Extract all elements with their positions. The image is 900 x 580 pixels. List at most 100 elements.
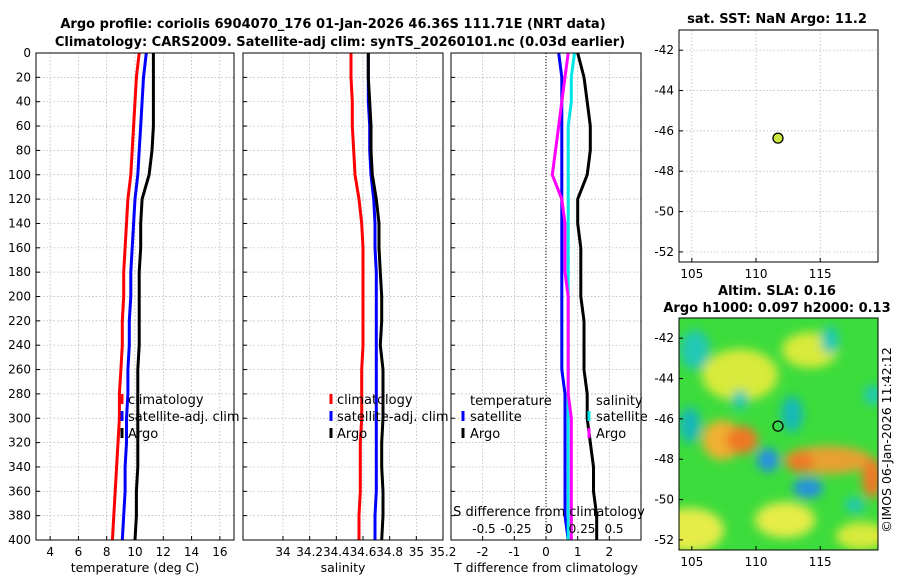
x2-tick-label: 0.5 — [604, 522, 623, 536]
series-line-argo — [133, 53, 155, 541]
x-tick-label: 4 — [46, 545, 54, 559]
x-axis-label: temperature (deg C) — [71, 560, 200, 575]
x-tick-label: 34 — [275, 545, 290, 559]
axes-frame — [678, 29, 879, 263]
x-tick-label: 10 — [127, 545, 142, 559]
y-tick-label: 180 — [8, 265, 31, 279]
y-tick-label: -48 — [654, 164, 674, 178]
sst-map-title: sat. SST: NaN Argo: 11.2 — [687, 12, 867, 27]
x2-axis-label: S difference from climatology — [453, 505, 645, 520]
x-tick-label: 35 — [409, 545, 424, 559]
y-tick-label: -44 — [654, 372, 674, 386]
x-tick-label: 105 — [680, 267, 703, 281]
y-tick-label: -42 — [654, 43, 674, 57]
x2-tick-label: 0 — [545, 522, 553, 536]
y-tick-label: 60 — [16, 119, 31, 133]
argo-position-marker — [772, 132, 784, 144]
legend-label: climatology — [128, 393, 204, 408]
y-tick-label: -50 — [654, 205, 674, 219]
series-line-argo — [366, 53, 385, 541]
sla-map-panel: 105 110 115 -42 -44 -46 -48 -50 -52 — [654, 317, 879, 569]
axes-frame — [242, 52, 444, 541]
x-axis-label: T difference from climatology — [453, 560, 639, 575]
sst-map-panel: 105 110 115 -42 -44 -46 -48 -50 -52 — [654, 29, 879, 281]
y-tick-label: -52 — [654, 245, 674, 259]
y-tick-label: -42 — [654, 331, 674, 345]
y-tick-label: 100 — [8, 168, 31, 182]
x-tick-label: 14 — [184, 545, 199, 559]
legend-label: climatology — [337, 393, 413, 408]
x-tick-label: 8 — [103, 545, 111, 559]
y-tick-label: 240 — [8, 338, 31, 352]
y-tick-label: 220 — [8, 314, 31, 328]
y-tick-label: 200 — [8, 290, 31, 304]
y-tick-label: 360 — [8, 484, 31, 498]
y-tick-label: -48 — [654, 452, 674, 466]
salinity-panel: 34 34.2 34.4 34.6 34.8 35 35.2 salinity climatol… — [242, 52, 457, 575]
legend-label: satellite-adj. clim — [128, 410, 240, 425]
x-tick-label: -2 — [477, 545, 489, 559]
x2-tick-label: 0.25 — [569, 522, 596, 536]
y-tick-label: 20 — [16, 70, 31, 84]
series-line-satellite-adj-clim — [120, 52, 148, 541]
y-tick-label: -44 — [654, 84, 674, 98]
series-line-argo-salinity- — [550, 52, 573, 540]
y-tick-label: 300 — [8, 411, 31, 425]
x-tick-label: 110 — [745, 267, 768, 281]
legend-label: Argo — [470, 427, 500, 442]
legend-title-temperature: temperature — [470, 394, 552, 409]
series-line-satellite-temperature- — [557, 52, 570, 541]
sla-map-title-line2: Argo h1000: 0.097 h2000: 0.13 — [663, 301, 890, 316]
difference-panel: -2 -1 0 1 2T difference from climatology temp… — [450, 52, 648, 575]
y-tick-label: 380 — [8, 509, 31, 523]
x-tick-label: 6 — [75, 545, 83, 559]
imos-credit: ©IMOS 06-Jan-2026 11:42:12 — [879, 347, 894, 533]
x-tick-label: 34.2 — [296, 545, 323, 559]
y-tick-label: 260 — [8, 363, 31, 377]
legend-label: Argo — [128, 427, 158, 442]
x2-tick-label: -0.25 — [500, 522, 531, 536]
series-line-argo-temperature- — [576, 52, 599, 540]
x-tick-label: 1 — [574, 545, 582, 559]
series-line-climatology — [110, 52, 141, 541]
x-tick-label: -1 — [508, 545, 520, 559]
y-tick-label: 80 — [16, 143, 31, 157]
figure-title-line1: Argo profile: coriolis 6904070_176 01-Ja… — [60, 17, 605, 32]
y-tick-label: 0 — [23, 46, 31, 60]
y-tick-label: 40 — [16, 95, 31, 109]
x-tick-label: 115 — [809, 267, 832, 281]
y-tick-label: -52 — [654, 533, 674, 547]
y-tick-label: -46 — [654, 124, 674, 138]
sla-heatmap — [679, 318, 878, 550]
y-tick-label: 160 — [8, 241, 31, 255]
x-tick-label: 115 — [809, 555, 832, 569]
y-tick-label: -50 — [654, 493, 674, 507]
legend-title-salinity: salinity — [596, 394, 643, 409]
x-tick-label: 35.2 — [430, 545, 457, 559]
x-tick-label: 105 — [680, 555, 703, 569]
x-tick-label: 34.8 — [376, 545, 403, 559]
x-tick-label: 34.4 — [323, 545, 350, 559]
y-tick-label: 340 — [8, 460, 31, 474]
x-tick-label: 110 — [745, 555, 768, 569]
legend-label: satellite-adj. clim — [337, 410, 449, 425]
sla-map-title-line1: Altim. SLA: 0.16 — [718, 284, 836, 299]
x-tick-label: 34.6 — [350, 545, 377, 559]
legend-label: Argo — [337, 427, 367, 442]
y-tick-label: 320 — [8, 436, 31, 450]
x-tick-label: 0 — [542, 545, 550, 559]
x-tick-label: 16 — [212, 545, 227, 559]
axes-frame — [678, 317, 879, 551]
x-tick-label: 12 — [156, 545, 171, 559]
y-tick-label: 280 — [8, 387, 31, 401]
y-tick-label: 120 — [8, 192, 31, 206]
argo-position-marker — [772, 420, 784, 432]
legend-label: Argo — [596, 427, 626, 442]
legend-label: satellite — [470, 410, 522, 425]
series-line-climatology — [349, 53, 365, 540]
x-axis-label: salinity — [321, 560, 366, 575]
y-tick-label: 140 — [8, 216, 31, 230]
temperature-panel: 4 6 8 10 12 14 1602040608010012014016018020022… — [8, 46, 240, 575]
legend-label: satellite — [596, 410, 648, 425]
